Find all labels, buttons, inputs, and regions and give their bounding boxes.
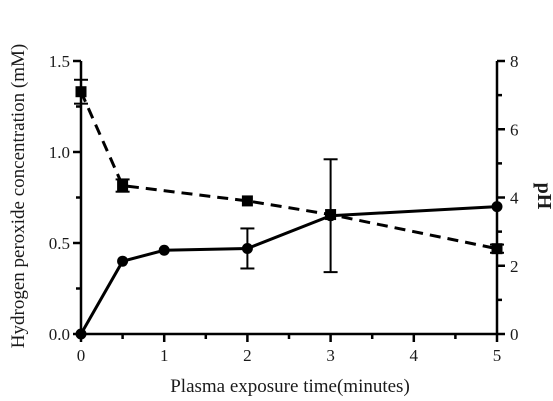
y-right-tick-label: 6 — [510, 120, 519, 139]
data-point-circle — [117, 255, 129, 267]
y-right-tick-label: 4 — [510, 189, 519, 208]
data-point-square — [325, 209, 337, 221]
y-right-tick-label: 0 — [510, 325, 519, 344]
x-tick-label: 5 — [493, 346, 502, 365]
y-right-tick-label: 2 — [510, 257, 519, 276]
y-left-tick-label: 0.0 — [49, 325, 70, 344]
y-left-axis-title: Hydrogen peroxide concentration (mM) — [8, 44, 29, 348]
series-line — [79, 91, 498, 251]
y-right-axis-title: pH — [533, 183, 553, 210]
data-point-square — [491, 243, 503, 255]
x-tick-label: 4 — [410, 346, 419, 365]
data-point-square — [75, 86, 87, 98]
data-point-circle — [241, 242, 253, 254]
ticks: 0 1 2 3 4 5 0.0 0.5 1.0 1.5 0 2 4 6 8 — [49, 52, 519, 365]
series-layer — [74, 78, 504, 340]
axes — [79, 61, 499, 336]
data-point-square — [117, 180, 129, 192]
series-line — [79, 205, 498, 335]
y-left-tick-label: 0.5 — [49, 234, 70, 253]
x-axis-title: Plasma exposure time(minutes) — [170, 376, 410, 397]
y-left-tick-label: 1.0 — [49, 143, 70, 162]
x-tick-label: 3 — [326, 346, 335, 365]
data-point-circle — [491, 201, 503, 213]
y-right-tick-label: 8 — [510, 52, 519, 71]
series-ph — [74, 78, 504, 255]
data-point-circle — [158, 244, 170, 256]
x-tick-label: 1 — [160, 346, 169, 365]
y-left-tick-label: 1.5 — [49, 52, 70, 71]
data-point-circle — [75, 328, 87, 340]
x-tick-label: 0 — [77, 346, 86, 365]
data-point-square — [241, 195, 253, 207]
x-tick-label: 2 — [243, 346, 252, 365]
series-h2o2 — [75, 158, 503, 340]
